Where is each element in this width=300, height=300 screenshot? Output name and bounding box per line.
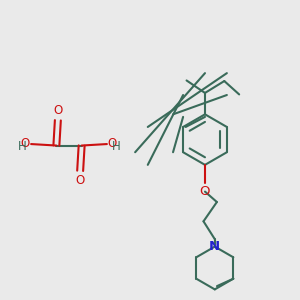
- Text: O: O: [53, 104, 62, 117]
- Text: O: O: [107, 137, 117, 150]
- Text: O: O: [200, 185, 210, 198]
- Text: O: O: [20, 137, 30, 150]
- Text: H: H: [18, 140, 27, 153]
- Text: O: O: [76, 174, 85, 187]
- Text: H: H: [111, 140, 120, 153]
- Text: N: N: [209, 240, 220, 253]
